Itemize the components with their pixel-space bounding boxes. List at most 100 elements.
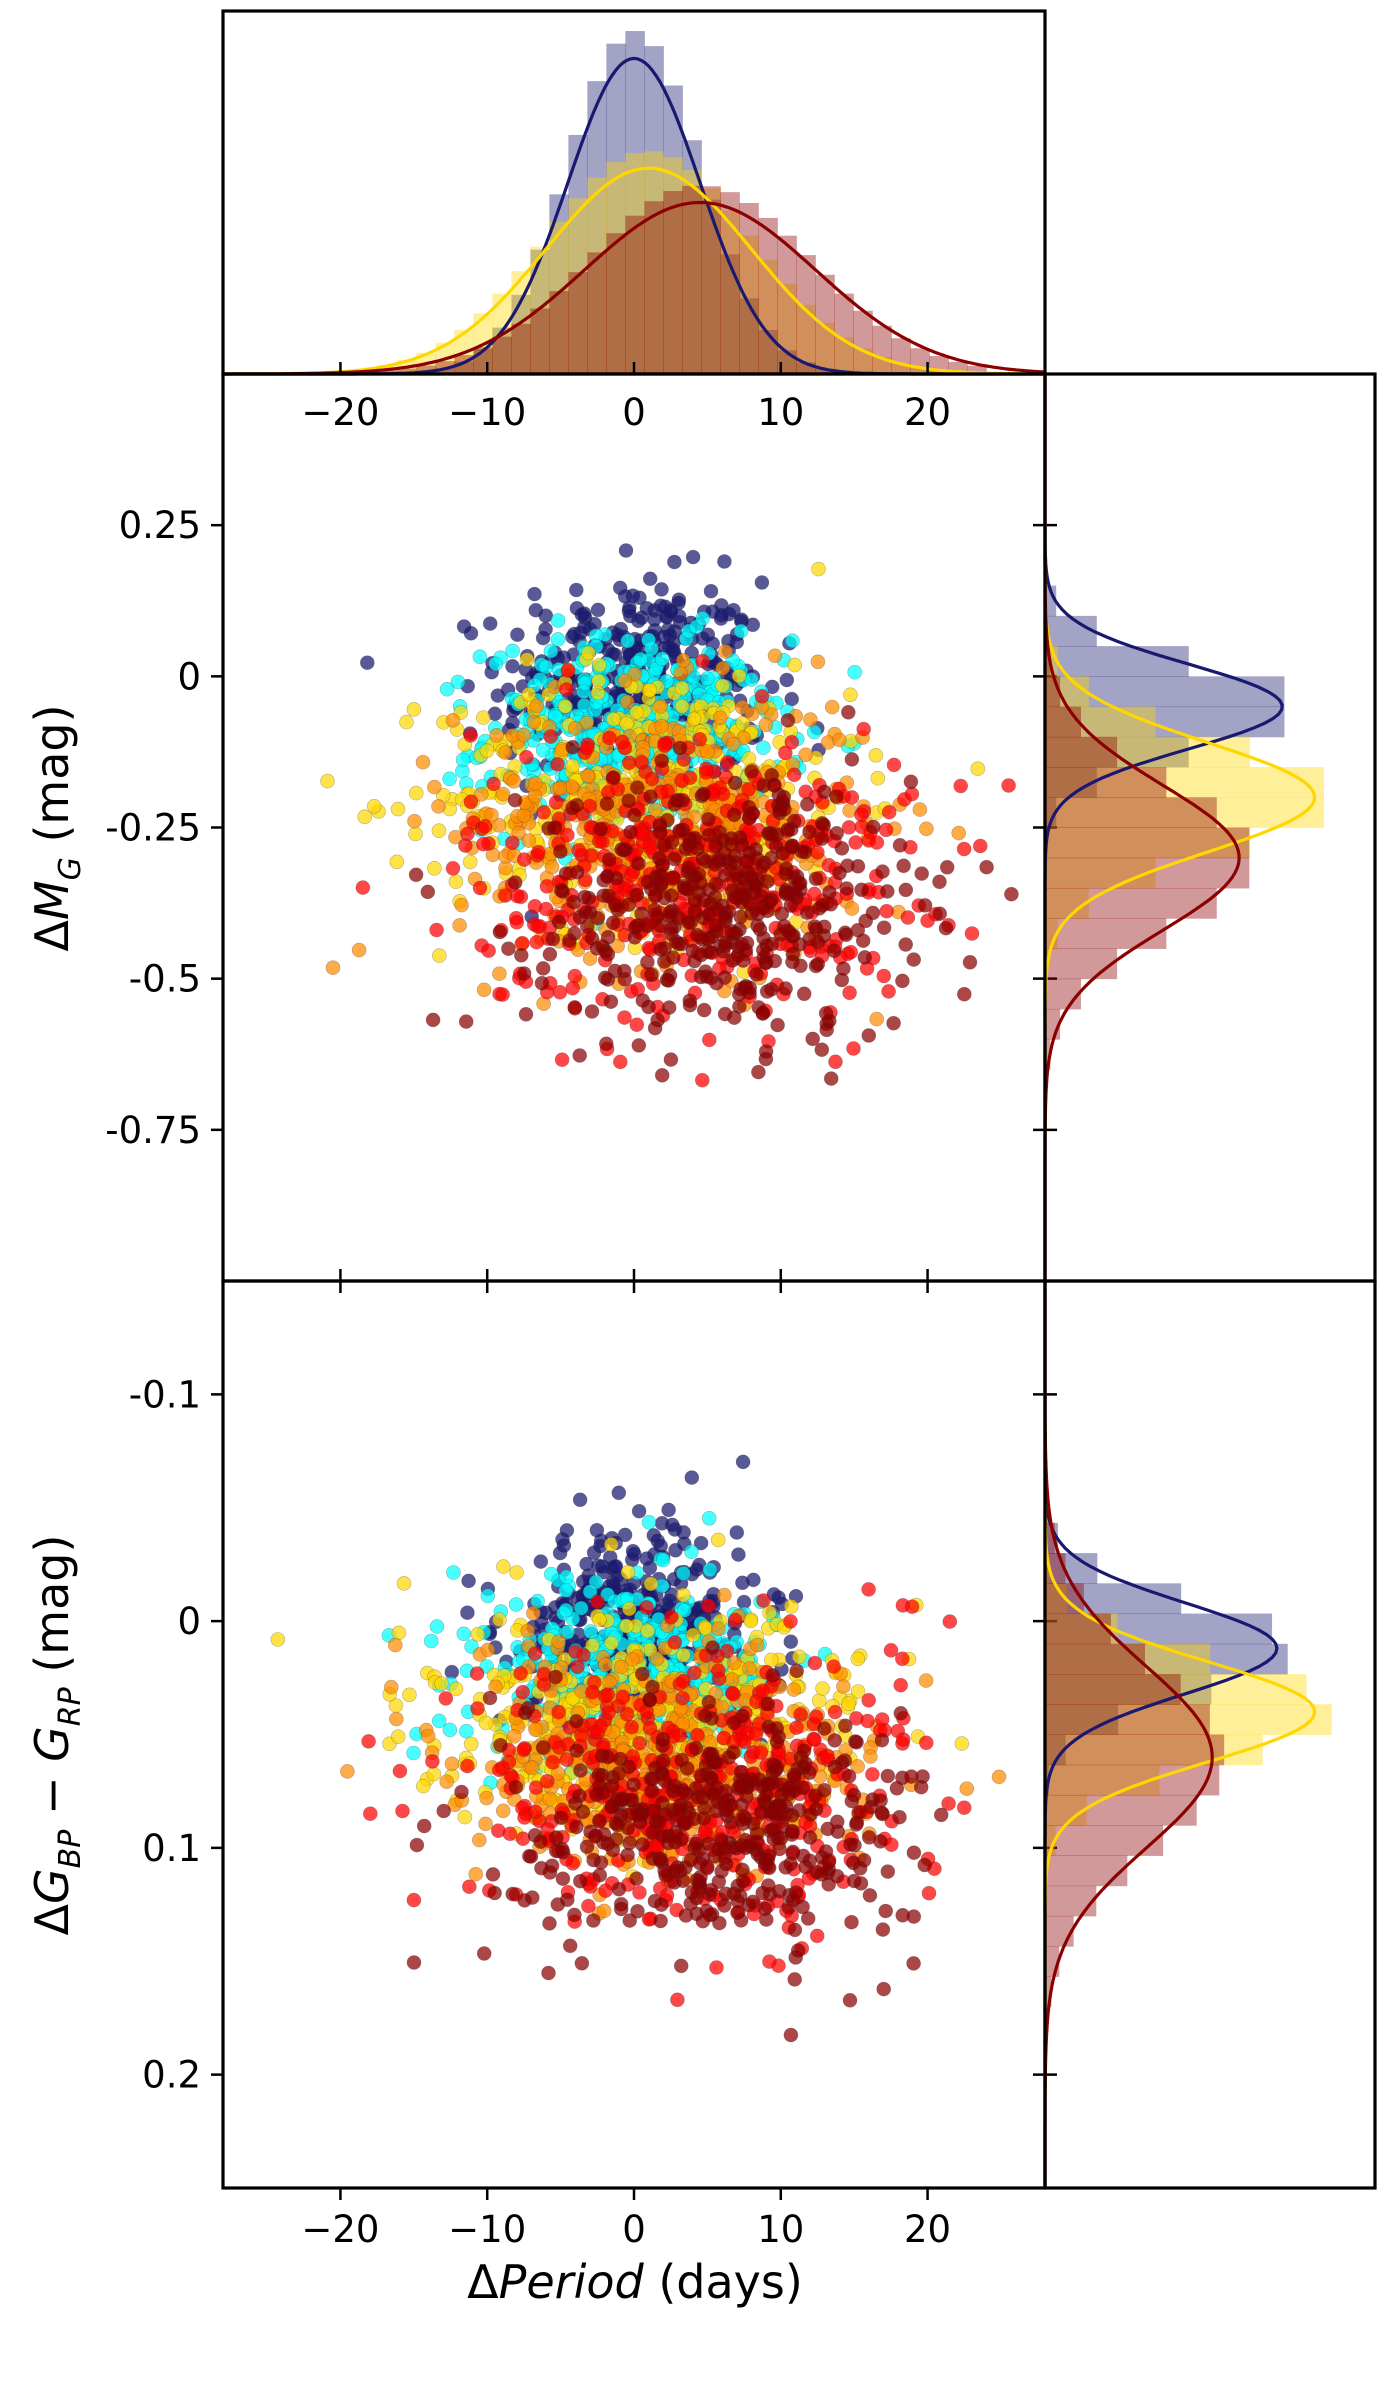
scatter-point [806, 724, 822, 740]
scatter-point [569, 797, 585, 813]
scatter-point [850, 858, 866, 874]
scatter-point [695, 653, 710, 669]
scatter-point [460, 1758, 475, 1774]
scatter-point [366, 798, 382, 814]
scatter-point [476, 982, 492, 998]
scatter-point [550, 613, 566, 628]
histogram-bar [796, 304, 816, 374]
scatter-point [841, 1696, 856, 1711]
scatter-point [495, 1803, 511, 1819]
period-histogram-bars [223, 31, 1046, 376]
scatter-point [621, 793, 637, 809]
scatter-point [816, 817, 831, 833]
scatter-point [979, 859, 994, 875]
scatter-point [521, 686, 537, 702]
scatter-point [811, 1693, 827, 1708]
scatter-point [592, 1612, 607, 1627]
scatter-point [895, 973, 910, 989]
scatter-point [567, 926, 582, 941]
histogram-bar [853, 348, 873, 374]
scatter-point [886, 1015, 901, 1031]
scatter-point [632, 1735, 647, 1751]
scatter-point [471, 1832, 487, 1848]
scatter-point [513, 1666, 528, 1681]
scatter-point [1001, 778, 1016, 793]
scatter-point [592, 657, 607, 673]
scatter-point [439, 681, 455, 697]
scatter-point [632, 1885, 647, 1900]
scatter-point [578, 905, 594, 920]
scatter-point [567, 1907, 582, 1923]
scatter-point [724, 1672, 740, 1687]
scatter-point [629, 1017, 645, 1032]
scatter-point [524, 1760, 540, 1775]
scatter-point [861, 1582, 876, 1597]
histogram-bar [1045, 827, 1250, 859]
scatter-point [892, 1809, 907, 1825]
histogram-bar [568, 272, 588, 374]
scatter-point [482, 616, 498, 631]
scatter-point [452, 918, 467, 933]
scatter-point [617, 673, 633, 689]
scatter-point [642, 682, 658, 698]
scatter-point [640, 874, 656, 890]
scatter-point [634, 610, 650, 626]
scatter-point [510, 627, 525, 643]
scatter-point [696, 1002, 712, 1018]
scatter-point [463, 625, 479, 641]
scatter-point [725, 736, 741, 752]
scatter-point [756, 1593, 771, 1608]
scatter-point [701, 1598, 716, 1614]
scatter-point [770, 1017, 785, 1033]
scatter-point [631, 856, 646, 871]
scatter-point [600, 947, 616, 962]
scatter-point [954, 1736, 970, 1751]
scatter-point [844, 752, 860, 767]
scatter-point [773, 927, 789, 942]
scatter-point [717, 1006, 733, 1022]
scatter-point [603, 1537, 619, 1552]
scatter-point [579, 1556, 594, 1572]
scatter-point [492, 1612, 507, 1627]
scatter-point [743, 1613, 759, 1629]
scatter-point [270, 1632, 286, 1647]
scatter-point [621, 1601, 637, 1617]
scatter-point [822, 885, 837, 900]
scatter-point [709, 975, 724, 991]
scatter-point [489, 727, 504, 743]
magnitude-histogram-bars [1043, 374, 1325, 1281]
histogram-bar [967, 365, 987, 374]
scatter-point [751, 1000, 767, 1015]
scatter-point [470, 1627, 486, 1642]
scatter-point [623, 824, 639, 840]
scatter-point [814, 1867, 830, 1882]
scatter-point [390, 801, 406, 817]
scatter-point [653, 699, 668, 714]
scatter-point [606, 770, 621, 785]
scatter-point [823, 1071, 839, 1086]
scatter-point [534, 1860, 549, 1876]
scatter-point [717, 867, 733, 883]
histogram-bar [435, 368, 455, 374]
scatter-point [701, 827, 717, 843]
histogram-bar [796, 362, 816, 374]
scatter-point [533, 1554, 549, 1569]
scatter-point [545, 931, 561, 947]
scatter-point [577, 889, 593, 905]
scatter-point [482, 1690, 498, 1706]
scatter-point [671, 592, 687, 608]
histogram-bar [1045, 646, 1189, 677]
scatter-point [783, 898, 799, 913]
scatter-point [964, 926, 980, 941]
scatter-point [516, 727, 532, 743]
scatter-point [516, 966, 532, 981]
scatter-point [807, 1732, 822, 1747]
scatter-point [643, 967, 659, 983]
scatter-point [455, 752, 471, 768]
scatter-point [396, 1576, 412, 1591]
scatter-point [933, 1807, 949, 1823]
scatter-point [553, 844, 568, 859]
scatter-point [457, 1809, 473, 1825]
scatter-point [671, 936, 686, 952]
histogram-bar [549, 291, 569, 374]
